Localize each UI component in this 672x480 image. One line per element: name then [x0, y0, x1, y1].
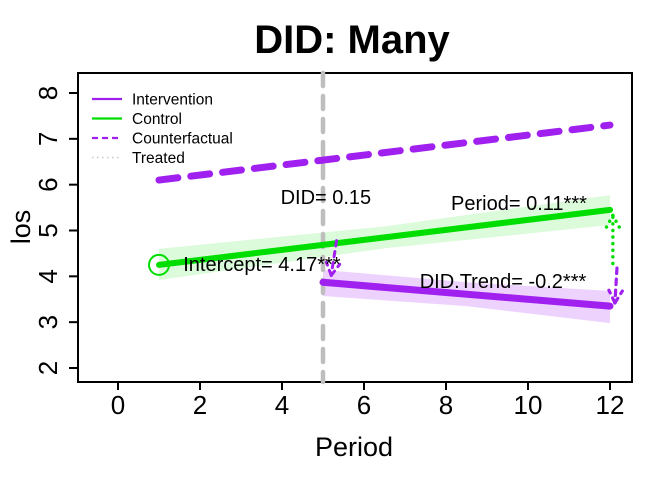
y-tick-label: 4 [33, 269, 63, 283]
effect-arrow-purple [613, 266, 619, 305]
series-line-counterfactual [155, 121, 614, 184]
x-tick-label: 8 [439, 390, 453, 420]
x-tick-label: 4 [275, 390, 289, 420]
effect-arrow-green-head [611, 213, 622, 230]
did-arrow-start [329, 239, 339, 277]
legend-label-intervention: Intervention [132, 92, 213, 109]
x-tick-label: 6 [357, 390, 371, 420]
plot-box [77, 72, 633, 383]
x-tick-label: 2 [193, 390, 207, 420]
y-axis-label: los [6, 210, 36, 245]
legend-label-control: Control [132, 111, 182, 128]
y-tick-label: 7 [33, 132, 63, 146]
x-tick-label: 0 [111, 390, 125, 420]
effect-arrow-green-head [604, 213, 615, 230]
x-tick-label: 12 [596, 390, 625, 420]
y-tick-label: 6 [33, 177, 63, 191]
annotation-period: Period= 0.11*** [451, 193, 587, 215]
effect-arrow-purple-head [613, 289, 624, 305]
annotation-did: DID= 0.15 [281, 187, 372, 209]
series-line-control [156, 206, 613, 268]
y-tick-label: 5 [33, 223, 63, 237]
x-axis-label: Period [315, 432, 393, 462]
control-start-marker [148, 253, 170, 276]
annotation-intercept: Intercept= 4.17*** [183, 254, 341, 276]
chart-title: DID: Many [254, 18, 450, 62]
did-arrow-start-head [324, 260, 333, 277]
legend-label-counterfactual: Counterfactual [132, 131, 233, 148]
annotation-did-trend: DID.Trend= -0.2*** [420, 271, 587, 293]
y-tick-label: 2 [33, 361, 63, 375]
legend-label-treated: Treated [132, 150, 185, 167]
did-arrow-start-head [329, 262, 342, 277]
effect-arrow-purple-head [607, 288, 617, 305]
series-line-intervention [319, 278, 614, 310]
x-tick-label: 10 [514, 390, 543, 420]
y-tick-label: 3 [33, 315, 63, 329]
y-tick-label: 8 [33, 86, 63, 100]
